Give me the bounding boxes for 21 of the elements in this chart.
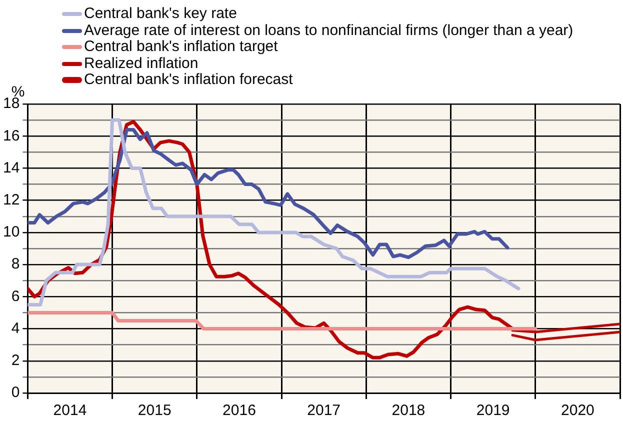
y-tick-label: 0 bbox=[11, 384, 20, 402]
x-tick-label: 2016 bbox=[222, 402, 256, 420]
x-tick-label: 2020 bbox=[561, 402, 594, 420]
x-tick-label: 2018 bbox=[392, 402, 426, 420]
x-tick-label: 2015 bbox=[138, 402, 172, 420]
x-tick-label: 2017 bbox=[307, 402, 341, 420]
legend-label: Central bank's key rate bbox=[84, 5, 237, 22]
y-tick-label: 12 bbox=[2, 191, 20, 208]
x-tick-label: 2014 bbox=[53, 402, 87, 420]
y-tick-label: 4 bbox=[11, 320, 20, 337]
y-tick-label: 10 bbox=[2, 224, 20, 241]
y-tick-label: 2 bbox=[11, 352, 20, 370]
y-tick-label: 6 bbox=[11, 288, 20, 305]
legend-label: Realized inflation bbox=[84, 54, 198, 72]
y-tick-label: 14 bbox=[2, 159, 20, 176]
legend-label: Central bank's inflation forecast bbox=[84, 71, 293, 88]
legend-label: Central bank's inflation target bbox=[84, 38, 278, 56]
y-tick-label: 16 bbox=[2, 127, 20, 144]
legend-label: Average rate of interest on loans to nonfinancial firms (longer than a year) bbox=[84, 22, 574, 39]
x-tick-label: 2019 bbox=[476, 402, 510, 420]
y-tick-label: 8 bbox=[11, 256, 20, 273]
